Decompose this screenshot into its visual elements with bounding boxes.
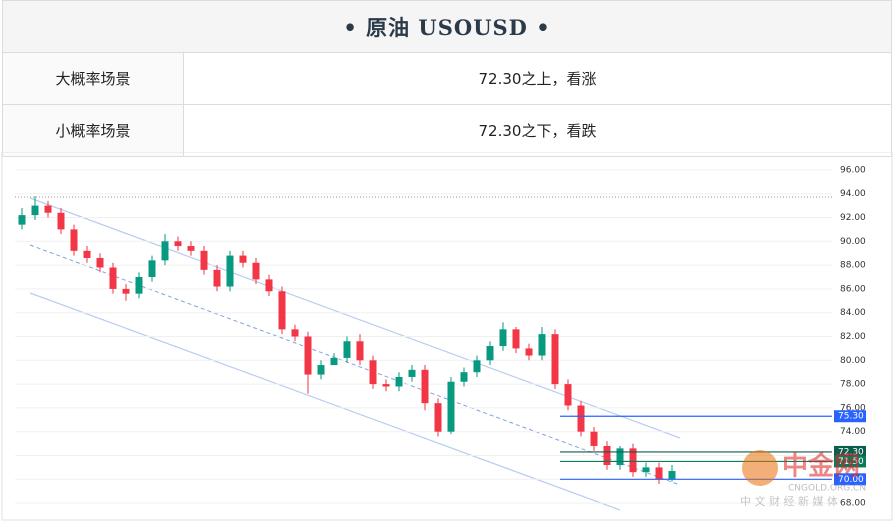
y-tick-label: 96.00 xyxy=(840,165,866,175)
y-tick-label: 94.00 xyxy=(840,189,866,199)
candle-body xyxy=(369,360,377,385)
candle-body xyxy=(200,250,208,270)
level-label: 72.30 xyxy=(838,447,864,457)
level-label: 70.00 xyxy=(838,475,864,485)
candle-body xyxy=(382,384,390,387)
y-tick-label: 76.00 xyxy=(840,403,866,413)
candle-body xyxy=(395,376,403,387)
candle-body xyxy=(668,470,676,480)
candle-body xyxy=(421,369,429,404)
candle-body xyxy=(434,403,442,432)
brand: 中金网 xyxy=(782,451,860,482)
candle-body xyxy=(148,260,156,277)
candle-body xyxy=(447,381,455,432)
candle-body xyxy=(473,360,481,373)
channel-mid xyxy=(29,244,681,486)
level-label: 75.30 xyxy=(838,412,864,422)
y-tick-label: 80.00 xyxy=(840,356,866,366)
y-tick-label: 84.00 xyxy=(840,308,866,318)
cell: 大概率场景 xyxy=(2,52,184,105)
y-tick-label: 92.00 xyxy=(840,213,866,223)
candle-body xyxy=(317,365,325,375)
level-tag xyxy=(834,410,866,423)
candle-body xyxy=(109,267,117,289)
frame xyxy=(1,152,893,521)
candle-body xyxy=(304,336,312,375)
candle-body xyxy=(551,334,559,385)
logo xyxy=(742,450,778,486)
candle-body xyxy=(564,384,572,406)
candle-body xyxy=(577,405,585,432)
channel-lower xyxy=(29,292,621,511)
candle-body xyxy=(486,346,494,361)
candle-body xyxy=(356,341,364,361)
candle-body xyxy=(83,250,91,258)
candle-body xyxy=(161,241,169,261)
candle-body xyxy=(252,262,260,280)
y-tick-label: 74.00 xyxy=(840,427,866,437)
candle-body xyxy=(603,445,611,466)
candle-body xyxy=(525,348,533,356)
candle-body xyxy=(538,334,546,356)
level-label: 71.50 xyxy=(838,457,864,467)
y-tick-label: 78.00 xyxy=(840,380,866,390)
y-tick-label: 86.00 xyxy=(840,284,866,294)
candle-body xyxy=(291,329,299,337)
candle-body xyxy=(655,467,663,480)
candle-body xyxy=(343,341,351,358)
candle-body xyxy=(122,288,130,294)
cell: 72.30之上，看涨 xyxy=(183,52,892,105)
candle-body xyxy=(18,215,26,225)
candle-body xyxy=(616,448,624,466)
candle-body xyxy=(213,269,221,287)
candle-body xyxy=(460,372,468,382)
candle-body xyxy=(629,448,637,473)
candle-body xyxy=(499,329,507,347)
chart: 68.0070.0072.0074.0076.0078.0080.0082.00… xyxy=(1,152,893,521)
channel-upper xyxy=(29,197,681,439)
level-tag xyxy=(834,455,866,468)
candle-body xyxy=(512,329,520,349)
candle-body xyxy=(96,257,104,268)
cell: 小概率场景 xyxy=(2,104,184,157)
candle-body xyxy=(278,291,286,330)
level-tag xyxy=(834,473,866,486)
cell: 72.30之下，看跌 xyxy=(183,104,892,157)
candle-body xyxy=(44,205,52,213)
candle-body xyxy=(265,279,273,292)
title: • 原油 USOUSD • xyxy=(2,0,892,53)
y-tick-label: 82.00 xyxy=(840,332,866,342)
scenario-table: • 原油 USOUSD • 大概率场景 72.30之上，看涨 小概率场景 72.30… xyxy=(2,0,892,157)
candle-body xyxy=(31,205,39,216)
y-tick-label: 88.00 xyxy=(840,261,866,271)
candle-body xyxy=(135,277,143,294)
candle-body xyxy=(174,241,182,247)
candle-body xyxy=(642,467,650,473)
watermark: 中金网 CNGOLD.ORG.CN中 文 财 经 新 媒 体 xyxy=(740,450,866,508)
candle-body xyxy=(590,431,598,446)
candle-body xyxy=(408,369,416,377)
level-tag xyxy=(834,445,866,458)
candle-body xyxy=(239,255,247,263)
candle-body xyxy=(57,212,65,230)
slogan: 中 文 财 经 新 媒 体 xyxy=(740,494,838,508)
y-tick-label: 68.00 xyxy=(840,499,866,509)
candle-body xyxy=(187,246,195,251)
candle-body xyxy=(330,357,338,366)
candle-body xyxy=(70,229,78,251)
site: CNGOLD.ORG.CN xyxy=(788,484,866,494)
candle-body xyxy=(226,255,234,287)
y-tick-label: 90.00 xyxy=(840,237,866,247)
